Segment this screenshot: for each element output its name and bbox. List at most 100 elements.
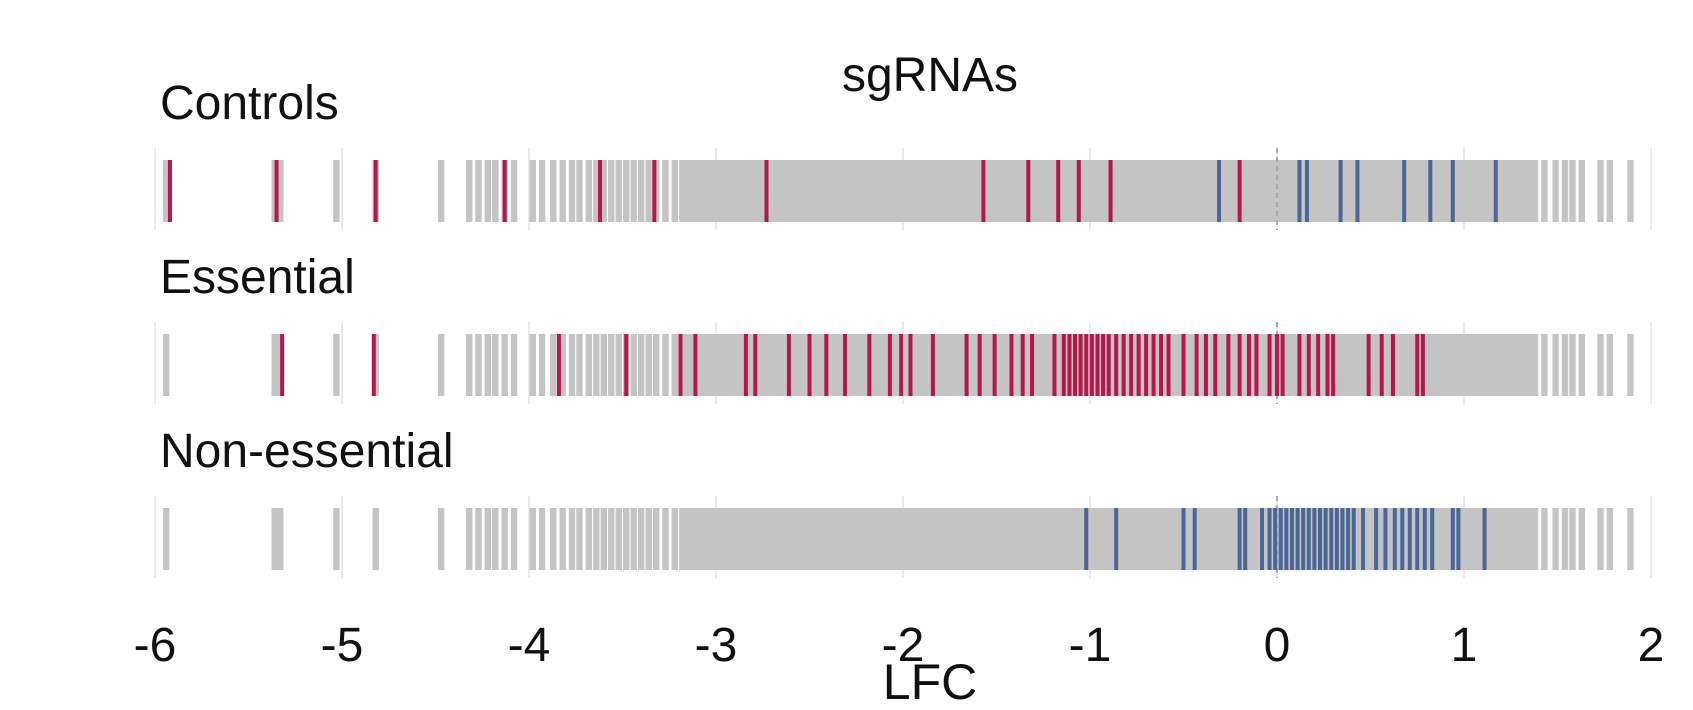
sgrna-line-background <box>1386 508 1393 570</box>
sgrna-line-background <box>1178 160 1185 222</box>
sgrna-line-background <box>1606 508 1614 570</box>
sgrna-line-background <box>1290 334 1298 396</box>
sgrna-line-background <box>1430 160 1438 222</box>
sgrna-line-background <box>510 334 518 396</box>
sgrna-line-negative <box>1101 334 1106 396</box>
sgrna-line-negative <box>977 334 982 396</box>
sgrna-line-background <box>1509 508 1516 570</box>
sgrna-line-negative <box>908 334 913 396</box>
sgrna-line-background <box>1200 508 1208 570</box>
sgrna-line-background <box>1139 508 1146 570</box>
sgrna-line-background <box>897 508 905 570</box>
sgrna-line-negative <box>1379 334 1384 396</box>
sgrna-line-background <box>1458 508 1466 570</box>
sgrna-line-background <box>774 160 781 222</box>
sgrna-line-negative <box>1067 334 1072 396</box>
sgrna-line-background <box>638 160 645 222</box>
sgrna-line-background <box>1251 508 1258 570</box>
sgrna-line-background <box>1436 160 1443 222</box>
sgrna-line-background <box>858 334 866 396</box>
sgrna-line-background <box>568 334 576 396</box>
sgrna-line-positive <box>1304 160 1309 222</box>
sgrna-line-background <box>271 334 278 396</box>
sgrna-line-background <box>1195 508 1202 570</box>
x-axis-title: LFC <box>882 654 978 710</box>
sgrna-line-background <box>1122 508 1129 570</box>
sgrna-line-background <box>550 508 557 570</box>
sgrna-line-background <box>1133 160 1140 222</box>
sgrna-line-background <box>1066 508 1073 570</box>
sgrna-line-background <box>836 334 843 396</box>
sgrna-line-background <box>1578 160 1586 222</box>
sgrna-line-background <box>1374 160 1382 222</box>
sgrna-line-background <box>333 334 340 396</box>
sgrna-line-background <box>695 160 703 222</box>
sgrna-line-background <box>1436 508 1443 570</box>
sgrna-line-negative <box>743 334 748 396</box>
sgrna-line-negative <box>1237 160 1242 222</box>
sgrna-line-background <box>853 334 860 396</box>
sgrna-line-negative <box>1390 334 1395 396</box>
sgrna-line-background <box>819 334 826 396</box>
sgrna-line-background <box>1503 508 1511 570</box>
sgrna-line-background <box>1453 160 1460 222</box>
sgrna-line-background <box>1419 160 1427 222</box>
sgrna-line-background <box>437 334 445 396</box>
sgrna-line-background <box>1273 160 1281 222</box>
sgrna-line-background <box>684 508 692 570</box>
sgrna-line-background <box>1397 160 1404 222</box>
sgrna-line-background <box>954 334 961 396</box>
sgrna-line-background <box>615 334 622 396</box>
sgrna-line-background <box>437 508 445 570</box>
sgrna-line-background <box>1520 508 1528 570</box>
sgrna-line-background <box>819 160 826 222</box>
sgrna-line-background <box>1049 508 1056 570</box>
sgrna-line-background <box>853 508 860 570</box>
sgrna-line-negative <box>807 334 812 396</box>
sgrna-line-background <box>1111 160 1118 222</box>
sgrna-line-background <box>484 160 492 222</box>
sgrna-line-background <box>1038 508 1045 570</box>
sgrna-line-background <box>920 508 927 570</box>
sgrna-line-background <box>869 508 877 570</box>
sgrna-line-negative <box>981 160 986 222</box>
sgrna-line-background <box>1526 508 1533 570</box>
sgrna-line-background <box>1526 334 1533 396</box>
sgrna-line-background <box>903 160 910 222</box>
sgrna-line-background <box>1627 508 1634 570</box>
sgrna-line-background <box>465 160 473 222</box>
x-tick-label: -1 <box>1068 619 1112 672</box>
sgrna-line-positive <box>1450 508 1455 570</box>
sgrna-line-negative <box>1106 334 1111 396</box>
sgrna-line-background <box>1251 160 1258 222</box>
sgrna-line-negative <box>1267 334 1272 396</box>
sgrna-line-background <box>1144 508 1152 570</box>
sgrna-line-background <box>1200 160 1208 222</box>
sgrna-line-background <box>1122 160 1129 222</box>
sgrna-line-background <box>1021 508 1028 570</box>
sgrna-line-negative <box>1159 334 1164 396</box>
sgrna-line-background <box>1397 334 1404 396</box>
sgrna-line-negative <box>1181 334 1186 396</box>
sgrna-line-background <box>965 508 972 570</box>
sgrna-line-background <box>695 334 703 396</box>
sgrna-line-background <box>864 508 871 570</box>
sgrna-line-background <box>1481 160 1488 222</box>
sgrna-line-background <box>1167 160 1174 222</box>
sgrna-line-background <box>993 160 1000 222</box>
sgrna-line-negative <box>1275 334 1279 396</box>
sgrna-line-background <box>724 160 731 222</box>
sgrna-line-background <box>615 160 622 222</box>
sgrna-line-background <box>638 334 645 396</box>
sgrna-line-background <box>808 508 815 570</box>
sgrna-line-background <box>1184 160 1191 222</box>
sgrna-line-background <box>920 334 927 396</box>
sgrna-line-negative <box>899 334 904 396</box>
sgrna-line-background <box>1155 160 1163 222</box>
sgrna-line-background <box>1447 334 1455 396</box>
sgrna-line-background <box>1552 508 1559 570</box>
sgrna-line-positive <box>1407 508 1412 570</box>
sgrna-line-background <box>695 508 703 570</box>
sgrna-line-positive <box>1493 160 1498 222</box>
sgrna-line-background <box>897 160 905 222</box>
